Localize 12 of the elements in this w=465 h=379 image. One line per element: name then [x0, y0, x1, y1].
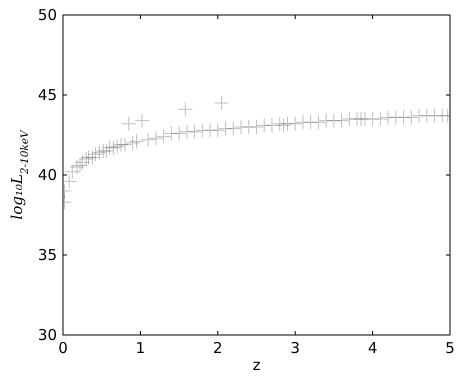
- x-tick-label: 2: [213, 339, 223, 357]
- x-tick-label: 1: [136, 339, 146, 357]
- x-tick-label: 0: [58, 339, 68, 357]
- x-axis-title: z: [252, 356, 261, 374]
- x-tick-label: 5: [445, 339, 455, 357]
- y-tick-label: 40: [38, 166, 57, 184]
- x-tick-label: 4: [368, 339, 378, 357]
- y-tick-label: 30: [38, 326, 57, 344]
- y-tick-label: 45: [38, 86, 57, 104]
- y-tick-label: 35: [38, 246, 57, 264]
- y-tick-label: 50: [38, 6, 57, 24]
- x-tick-label: 3: [290, 339, 300, 357]
